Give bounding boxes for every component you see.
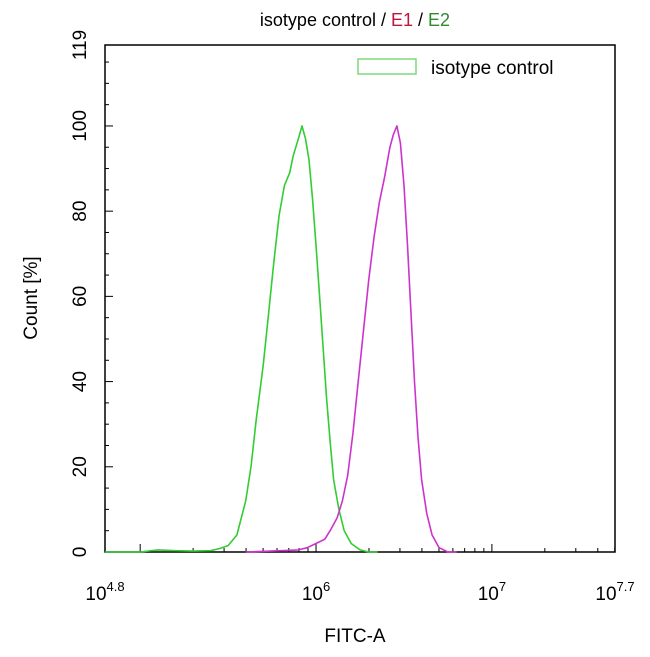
legend: isotype control [357, 58, 554, 79]
x-tick-label: 106 [302, 579, 330, 605]
y-tick-label: 0 [70, 547, 91, 558]
y-axis-label: Count [%] [21, 256, 42, 339]
histogram-series-line [245, 125, 457, 553]
plot-area-frame [104, 44, 616, 553]
chart-title-part: isotype control [260, 10, 376, 30]
chart-title-part: E2 [428, 10, 450, 30]
x-tick-label: 104.8 [85, 579, 124, 605]
chart-title-part: / [413, 10, 428, 30]
series-layer [105, 125, 457, 553]
y-axis-ticks: 0 20 40 60 80 100 119 [70, 30, 113, 557]
x-tick-label: 107.7 [595, 579, 634, 605]
chart-title: isotype control / E1 / E2 [260, 10, 450, 30]
histogram-series-line [105, 125, 378, 553]
legend-label-isotype-control: isotype control [431, 58, 554, 79]
y-tick-label: 40 [70, 371, 91, 392]
chart-title-part: / [376, 10, 391, 30]
legend-swatch-isotype-control [357, 58, 417, 75]
chart-title-part: E1 [391, 10, 413, 30]
y-tick-label: 119 [70, 30, 91, 60]
x-axis-label: FITC-A [324, 626, 386, 647]
y-tick-label: 20 [70, 456, 91, 477]
y-tick-label: 100 [70, 110, 91, 142]
y-tick-label: 60 [70, 286, 91, 307]
y-tick-label: 80 [70, 201, 91, 222]
x-tick-label: 107 [478, 579, 506, 605]
x-axis-ticks: 104.8 106 107 107.7 [85, 544, 635, 605]
